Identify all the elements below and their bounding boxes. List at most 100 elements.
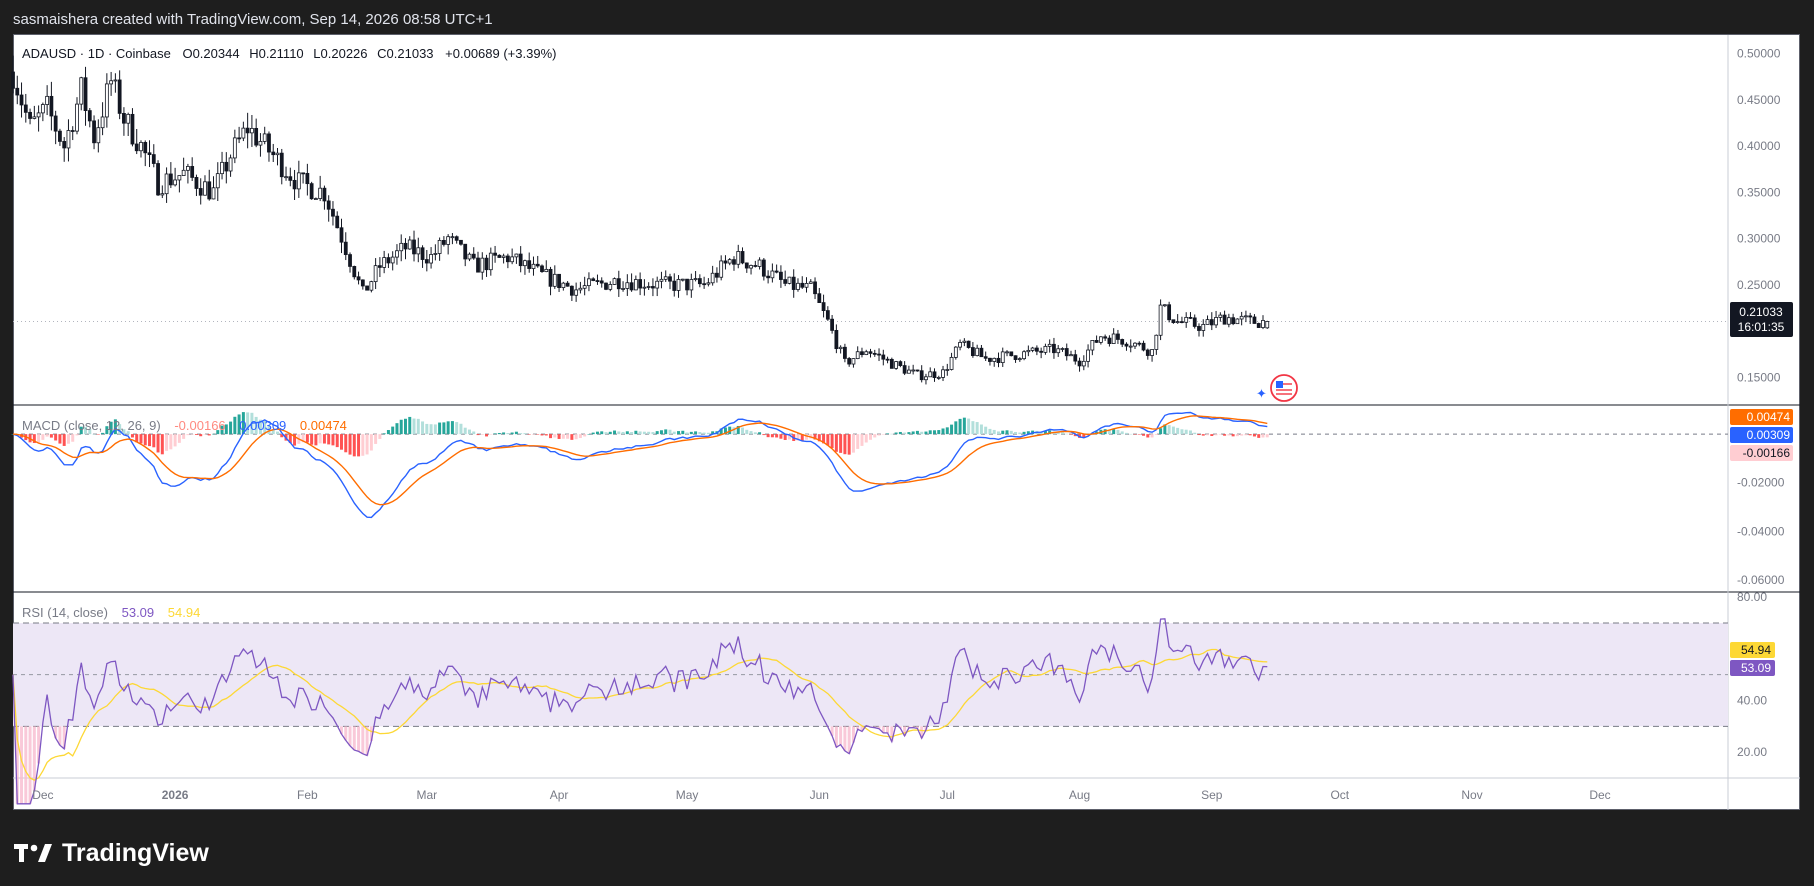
- macd-histogram-bar[interactable]: [634, 430, 638, 435]
- macd-histogram-bar[interactable]: [450, 421, 454, 435]
- candle[interactable]: [314, 197, 318, 200]
- candle[interactable]: [928, 367, 933, 378]
- macd-histogram-bar[interactable]: [749, 431, 753, 435]
- macd-axis[interactable]: -0.02000 -0.04000 -0.06000: [1737, 476, 1785, 587]
- candle[interactable]: [727, 257, 732, 266]
- economic-event-flag-icon[interactable]: ✦: [1256, 374, 1298, 402]
- macd-histogram-bar[interactable]: [365, 434, 369, 455]
- candle[interactable]: [838, 345, 843, 354]
- candle[interactable]: [62, 137, 67, 162]
- candle[interactable]: [1180, 316, 1184, 324]
- macd-histogram-bar[interactable]: [630, 432, 634, 435]
- macd-histogram-bar[interactable]: [1206, 434, 1210, 436]
- candle[interactable]: [1197, 323, 1201, 337]
- macd-histogram-bar[interactable]: [967, 418, 971, 435]
- candle[interactable]: [924, 373, 928, 385]
- macd-histogram-bar[interactable]: [49, 434, 53, 438]
- macd-histogram-bar[interactable]: [433, 424, 437, 435]
- candle[interactable]: [126, 112, 131, 136]
- macd-histogram-bar[interactable]: [288, 434, 292, 444]
- candle[interactable]: [1073, 349, 1078, 365]
- macd-histogram-bar[interactable]: [834, 434, 838, 452]
- candle[interactable]: [557, 273, 561, 292]
- candle[interactable]: [1000, 347, 1005, 367]
- macd-histogram-bar[interactable]: [293, 434, 297, 446]
- macd-histogram-bar[interactable]: [915, 430, 919, 435]
- candle[interactable]: [766, 270, 771, 284]
- macd-histogram-bar[interactable]: [88, 429, 92, 435]
- macd-histogram-bar[interactable]: [314, 434, 318, 446]
- macd-histogram-bar[interactable]: [920, 431, 924, 435]
- macd-histogram-bar[interactable]: [1163, 424, 1167, 435]
- candle[interactable]: [902, 361, 907, 376]
- macd-histogram-bar[interactable]: [322, 434, 326, 444]
- macd-histogram-bar[interactable]: [638, 431, 642, 435]
- candle[interactable]: [552, 265, 557, 289]
- candle[interactable]: [450, 232, 455, 245]
- macd-histogram-bar[interactable]: [109, 421, 113, 435]
- time-axis[interactable]: Dec 2026 Feb Mar Apr May Jun Jul Aug Sep Oct Nov Dec: [32, 788, 1610, 802]
- macd-histogram-bar[interactable]: [1257, 434, 1261, 438]
- macd-histogram-bar[interactable]: [766, 434, 770, 438]
- macd-histogram-bar[interactable]: [608, 431, 612, 435]
- macd-histogram-bar[interactable]: [741, 427, 745, 435]
- macd-histogram-bar[interactable]: [455, 422, 459, 435]
- macd-histogram-bar[interactable]: [152, 434, 156, 448]
- macd-histogram-bar[interactable]: [553, 434, 557, 438]
- candle[interactable]: [612, 277, 617, 285]
- macd-histogram-bar[interactable]: [276, 431, 279, 435]
- candle[interactable]: [437, 237, 442, 261]
- macd-histogram-bar[interactable]: [544, 434, 548, 436]
- macd-histogram-bar[interactable]: [497, 432, 501, 435]
- macd-histogram-bar[interactable]: [685, 432, 689, 435]
- candle[interactable]: [821, 294, 826, 318]
- macd-histogram-bar[interactable]: [702, 432, 706, 435]
- macd-histogram-bar[interactable]: [962, 417, 966, 435]
- macd-histogram-bar[interactable]: [1129, 433, 1133, 435]
- candle[interactable]: [407, 236, 412, 250]
- macd-histogram-bar[interactable]: [1009, 430, 1013, 435]
- macd-histogram-bar[interactable]: [391, 426, 395, 435]
- candle[interactable]: [642, 279, 647, 296]
- candle[interactable]: [296, 160, 301, 198]
- macd-histogram-bar[interactable]: [267, 425, 271, 435]
- candle[interactable]: [207, 169, 212, 201]
- macd-histogram-bar[interactable]: [160, 434, 164, 455]
- macd-histogram-bar[interactable]: [860, 434, 864, 446]
- candle[interactable]: [753, 260, 758, 268]
- candle[interactable]: [582, 276, 587, 296]
- macd-histogram-bar[interactable]: [557, 434, 561, 439]
- macd-histogram-bar[interactable]: [1069, 434, 1073, 435]
- candle[interactable]: [616, 270, 621, 297]
- macd-histogram-bar[interactable]: [54, 434, 58, 441]
- candle[interactable]: [953, 346, 958, 360]
- candlestick-series[interactable]: [11, 55, 1270, 385]
- macd-histogram-bar[interactable]: [775, 434, 779, 438]
- candle[interactable]: [1124, 342, 1129, 351]
- macd-histogram-bar[interactable]: [830, 434, 834, 449]
- candle[interactable]: [1098, 336, 1103, 345]
- macd-histogram-bar[interactable]: [1180, 429, 1184, 435]
- candle[interactable]: [693, 271, 698, 282]
- macd-histogram-bar[interactable]: [352, 434, 356, 457]
- macd-histogram-bar[interactable]: [1082, 434, 1086, 439]
- candle[interactable]: [211, 176, 216, 200]
- candle[interactable]: [633, 275, 638, 291]
- macd-histogram-bar[interactable]: [587, 434, 591, 435]
- macd-histogram-bar[interactable]: [177, 434, 181, 443]
- candle[interactable]: [1060, 347, 1065, 352]
- candle[interactable]: [1090, 340, 1095, 356]
- macd-histogram-bar[interactable]: [711, 431, 715, 435]
- candle[interactable]: [122, 107, 126, 136]
- macd-histogram-bar[interactable]: [928, 430, 932, 435]
- candle[interactable]: [949, 352, 954, 371]
- macd-histogram-bar[interactable]: [229, 421, 233, 435]
- macd-histogram-bar[interactable]: [583, 434, 587, 437]
- candle[interactable]: [783, 270, 788, 287]
- candle[interactable]: [757, 257, 762, 270]
- macd-histogram-bar[interactable]: [510, 432, 514, 435]
- candle[interactable]: [1069, 350, 1073, 357]
- macd-histogram-bar[interactable]: [101, 432, 105, 435]
- candle[interactable]: [493, 245, 497, 263]
- candle[interactable]: [894, 360, 898, 370]
